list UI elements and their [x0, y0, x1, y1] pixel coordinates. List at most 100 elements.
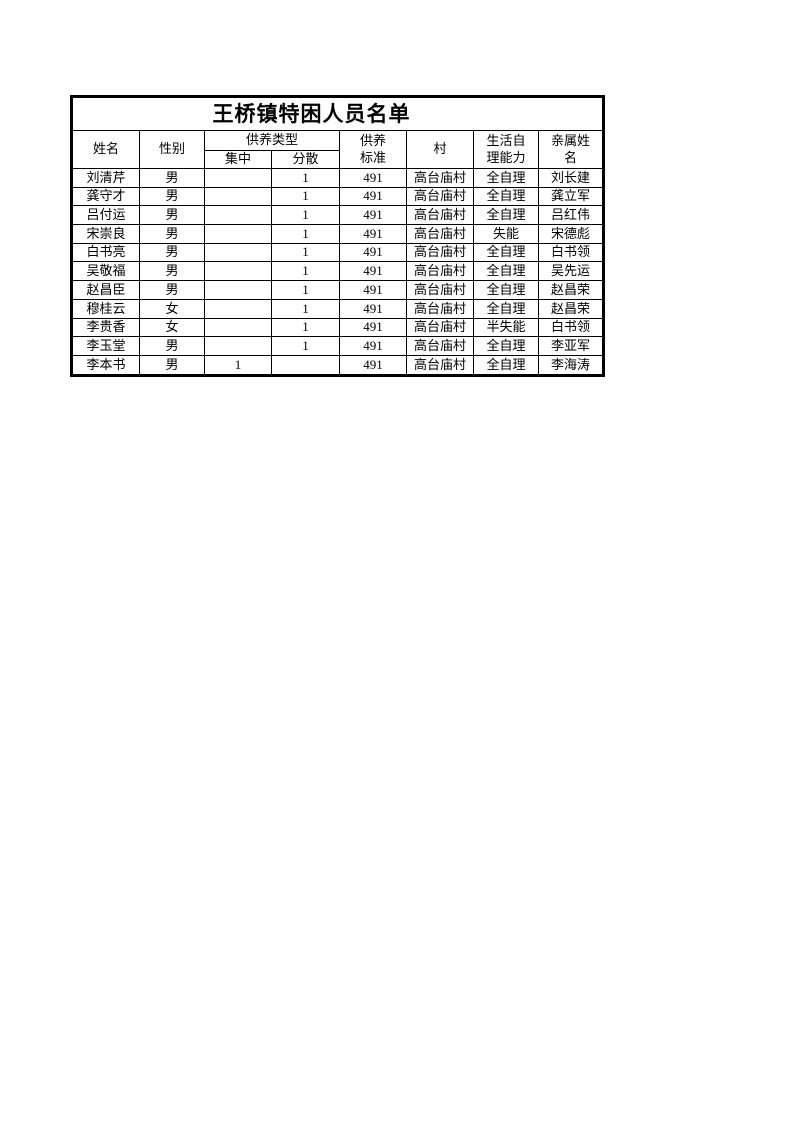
cell-name: 吕付运	[71, 205, 140, 226]
cell-village: 高台庙村	[406, 298, 474, 319]
cell-standard: 491	[339, 242, 407, 263]
cell-decentralized: 1	[271, 298, 340, 319]
cell-name: 龚守才	[71, 186, 140, 207]
cell-gender: 男	[139, 242, 205, 263]
cell-relative: 白书领	[538, 242, 604, 263]
col-header-gender: 性别	[139, 130, 205, 169]
table-row: 穆桂云女 1 491 高台庙村 全自理 赵昌荣	[71, 298, 604, 319]
table-row: 刘清芹男 1 491 高台庙村 全自理 刘长建	[71, 168, 604, 188]
cell-centralized: 1	[204, 354, 272, 376]
cell-village: 高台庙村	[406, 186, 474, 207]
table-row: 李本书男 1 491 高台庙村 全自理 李海涛	[71, 354, 604, 376]
cell-centralized	[204, 336, 272, 356]
cell-name: 李本书	[71, 354, 140, 376]
cell-decentralized: 1	[271, 280, 340, 300]
cell-village: 高台庙村	[406, 242, 474, 263]
cell-decentralized	[271, 354, 340, 376]
table-row: 李玉堂男 1 491 高台庙村 全自理 李亚军	[71, 336, 604, 356]
cell-gender: 男	[139, 205, 205, 226]
col-header-relative-name: 亲属姓 名	[538, 130, 604, 169]
cell-relative: 赵昌荣	[538, 280, 604, 300]
cell-self-care: 全自理	[473, 205, 539, 226]
col-header-centralized: 集中	[204, 150, 272, 169]
cell-gender: 男	[139, 280, 205, 300]
col-header-self-care: 生活自 理能力	[473, 130, 539, 169]
cell-self-care: 全自理	[473, 354, 539, 376]
cell-centralized	[204, 298, 272, 319]
table-row: 李贵香女 1 491 高台庙村 半失能 白书领	[71, 317, 604, 338]
cell-gender: 男	[139, 261, 205, 282]
cell-village: 高台庙村	[406, 354, 474, 376]
table-header: 王桥镇特困人员名单 姓名 性别 供养类型 供养 标准 村 生活自 理能力 亲属姓…	[71, 96, 604, 169]
table-body: 刘清芹男 1 491 高台庙村 全自理 刘长建 龚守才男 1 491 高台庙村 全自理 龚立军 吕付运男…	[71, 168, 604, 376]
table-row: 宋崇良男 1 491 高台庙村 失能 宋德彪	[71, 224, 604, 244]
cell-decentralized: 1	[271, 186, 340, 207]
cell-gender: 男	[139, 168, 205, 188]
cell-gender: 女	[139, 317, 205, 338]
col-header-village: 村	[406, 130, 474, 169]
cell-decentralized: 1	[271, 261, 340, 282]
cell-village: 高台庙村	[406, 336, 474, 356]
cell-standard: 491	[339, 186, 407, 207]
cell-centralized	[204, 317, 272, 338]
cell-standard: 491	[339, 280, 407, 300]
cell-standard: 491	[339, 317, 407, 338]
cell-standard: 491	[339, 168, 407, 188]
cell-standard: 491	[339, 205, 407, 226]
table-row: 赵昌臣男 1 491 高台庙村 全自理 赵昌荣	[71, 280, 604, 300]
cell-centralized	[204, 242, 272, 263]
cell-relative: 刘长建	[538, 168, 604, 188]
cell-gender: 男	[139, 186, 205, 207]
cell-gender: 男	[139, 354, 205, 376]
cell-gender: 男	[139, 224, 205, 244]
cell-name: 李贵香	[71, 317, 140, 338]
cell-name: 白书亮	[71, 242, 140, 263]
cell-self-care: 全自理	[473, 336, 539, 356]
cell-relative: 龚立军	[538, 186, 604, 207]
title-row: 王桥镇特困人员名单	[71, 96, 604, 131]
header-row-2: 集中 分散	[72, 150, 604, 169]
cell-decentralized: 1	[271, 168, 340, 188]
cell-relative: 李亚军	[538, 336, 604, 356]
cell-gender: 男	[139, 336, 205, 356]
cell-centralized	[204, 168, 272, 188]
cell-decentralized: 1	[271, 336, 340, 356]
cell-name: 穆桂云	[71, 298, 140, 319]
cell-centralized	[204, 261, 272, 282]
cell-self-care: 全自理	[473, 168, 539, 188]
cell-relative: 宋德彪	[538, 224, 604, 244]
table-row: 吕付运男 1 491 高台庙村 全自理 吕红伟	[71, 205, 604, 226]
cell-name: 李玉堂	[71, 336, 140, 356]
cell-standard: 491	[339, 336, 407, 356]
cell-relative: 白书领	[538, 317, 604, 338]
cell-decentralized: 1	[271, 317, 340, 338]
cell-centralized	[204, 205, 272, 226]
cell-name: 刘清芹	[71, 168, 140, 188]
cell-standard: 491	[339, 224, 407, 244]
cell-name: 宋崇良	[71, 224, 140, 244]
table-title: 王桥镇特困人员名单	[71, 96, 604, 131]
cell-gender: 女	[139, 298, 205, 319]
col-header-decentralized: 分散	[271, 150, 340, 169]
cell-centralized	[204, 224, 272, 244]
cell-name: 赵昌臣	[71, 280, 140, 300]
cell-relative: 赵昌荣	[538, 298, 604, 319]
cell-standard: 491	[339, 261, 407, 282]
cell-decentralized: 1	[271, 205, 340, 226]
cell-decentralized: 1	[271, 224, 340, 244]
roster-table: 王桥镇特困人员名单 姓名 性别 供养类型 供养 标准 村 生活自 理能力 亲属姓…	[70, 95, 605, 377]
cell-self-care: 全自理	[473, 261, 539, 282]
cell-decentralized: 1	[271, 242, 340, 263]
cell-self-care: 失能	[473, 224, 539, 244]
cell-village: 高台庙村	[406, 168, 474, 188]
table-row: 龚守才男 1 491 高台庙村 全自理 龚立军	[71, 186, 604, 207]
cell-self-care: 全自理	[473, 280, 539, 300]
col-header-name: 姓名	[71, 130, 140, 169]
cell-relative: 吕红伟	[538, 205, 604, 226]
cell-centralized	[204, 280, 272, 300]
cell-name: 吴敬福	[71, 261, 140, 282]
cell-self-care: 全自理	[473, 186, 539, 207]
cell-relative: 吴先运	[538, 261, 604, 282]
cell-village: 高台庙村	[406, 261, 474, 282]
